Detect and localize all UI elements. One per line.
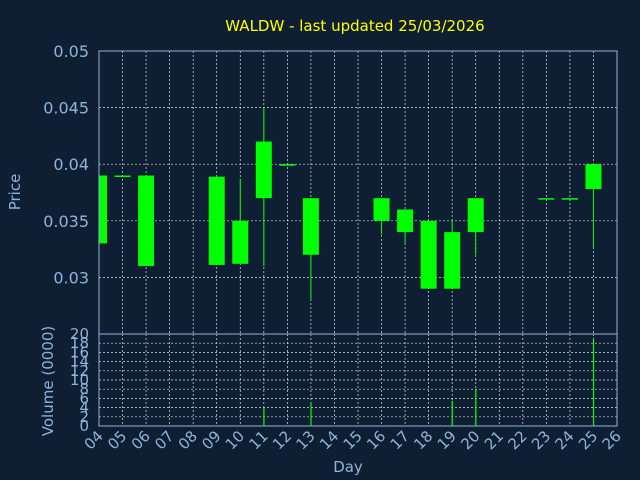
x-tick-label: 13 — [293, 427, 319, 453]
price-tick-label: 0.035 — [43, 212, 89, 231]
x-axis-label: Day — [333, 458, 363, 476]
price-tick-label: 0.04 — [53, 155, 89, 174]
x-tick-label: 15 — [340, 427, 366, 453]
candle-body — [420, 220, 437, 289]
x-tick-label: 18 — [410, 427, 436, 453]
price-grid — [98, 50, 618, 334]
candle-body — [397, 209, 414, 233]
x-tick-label: 23 — [528, 427, 554, 453]
volume-tick-label: 8 — [79, 380, 89, 398]
volume-bar — [310, 403, 312, 426]
x-tick-label: 16 — [363, 427, 389, 453]
x-tick-label: 22 — [504, 427, 530, 453]
volume-tick-label: 0 — [79, 417, 89, 435]
x-tick-label: 09 — [198, 427, 224, 453]
volume-tick-label: 4 — [79, 399, 89, 417]
candle-body — [114, 175, 131, 178]
x-tick-label: 08 — [175, 427, 201, 453]
candle-body — [538, 198, 555, 200]
candle-body — [444, 232, 461, 289]
candle-body — [373, 198, 390, 221]
candle-body — [208, 176, 225, 265]
candle-body — [585, 164, 602, 190]
x-tick-label: 14 — [316, 427, 342, 453]
chart-title: WALDW - last updated 25/03/2026 — [225, 17, 484, 35]
volume-bars-group — [263, 338, 595, 426]
price-tick-label: 0.03 — [53, 268, 89, 287]
volume-tick-label: 14 — [70, 353, 89, 371]
x-tick-label: 21 — [481, 427, 507, 453]
x-tick-label: 26 — [599, 427, 625, 453]
price-tick-label: 0.05 — [53, 42, 89, 61]
volume-bar — [475, 389, 477, 426]
candle-body — [99, 175, 107, 244]
x-tick-label: 20 — [457, 427, 483, 453]
candle-body — [467, 198, 484, 233]
price-axis-label: Price — [6, 174, 24, 211]
x-tick-label: 10 — [222, 427, 248, 453]
candle-body — [279, 164, 296, 166]
candle-body — [232, 220, 249, 264]
candle-body — [302, 198, 319, 255]
x-tick-label: 06 — [128, 427, 154, 453]
x-tick-label: 05 — [104, 427, 130, 453]
volume-tick-label: 12 — [70, 362, 89, 380]
x-tick-label: 07 — [151, 427, 177, 453]
volume-axis-label: Volume (0000) — [39, 326, 57, 436]
volume-grid — [98, 333, 618, 427]
volume-tick-label: 2 — [79, 408, 89, 426]
price-tick-label: 0.045 — [43, 99, 89, 118]
volume-bar — [263, 407, 265, 426]
price-tick-labels: 0.03 0.035 0.04 0.045 0.05 — [43, 42, 89, 287]
volume-tick-label: 20 — [70, 325, 89, 343]
x-tick-labels: 0405060708091011121314151617181920212223… — [81, 427, 625, 453]
candles-group — [98, 107, 602, 301]
candle-body — [255, 141, 272, 199]
x-tick-label: 17 — [387, 427, 413, 453]
volume-bar — [451, 400, 453, 426]
volume-bar — [592, 338, 595, 426]
candle-body — [138, 175, 155, 267]
volume-plot-frame — [98, 333, 618, 427]
x-tick-label: 24 — [552, 427, 578, 453]
x-tick-label: 12 — [269, 427, 295, 453]
volume-tick-label: 10 — [70, 371, 89, 389]
volume-tick-label: 18 — [70, 334, 89, 352]
x-tick-label: 19 — [434, 427, 460, 453]
volume-tick-label: 16 — [70, 343, 89, 361]
x-tick-label: 25 — [575, 427, 601, 453]
x-tick-label: 11 — [245, 427, 271, 453]
volume-tick-label: 6 — [79, 389, 89, 407]
candle-body — [561, 198, 578, 200]
